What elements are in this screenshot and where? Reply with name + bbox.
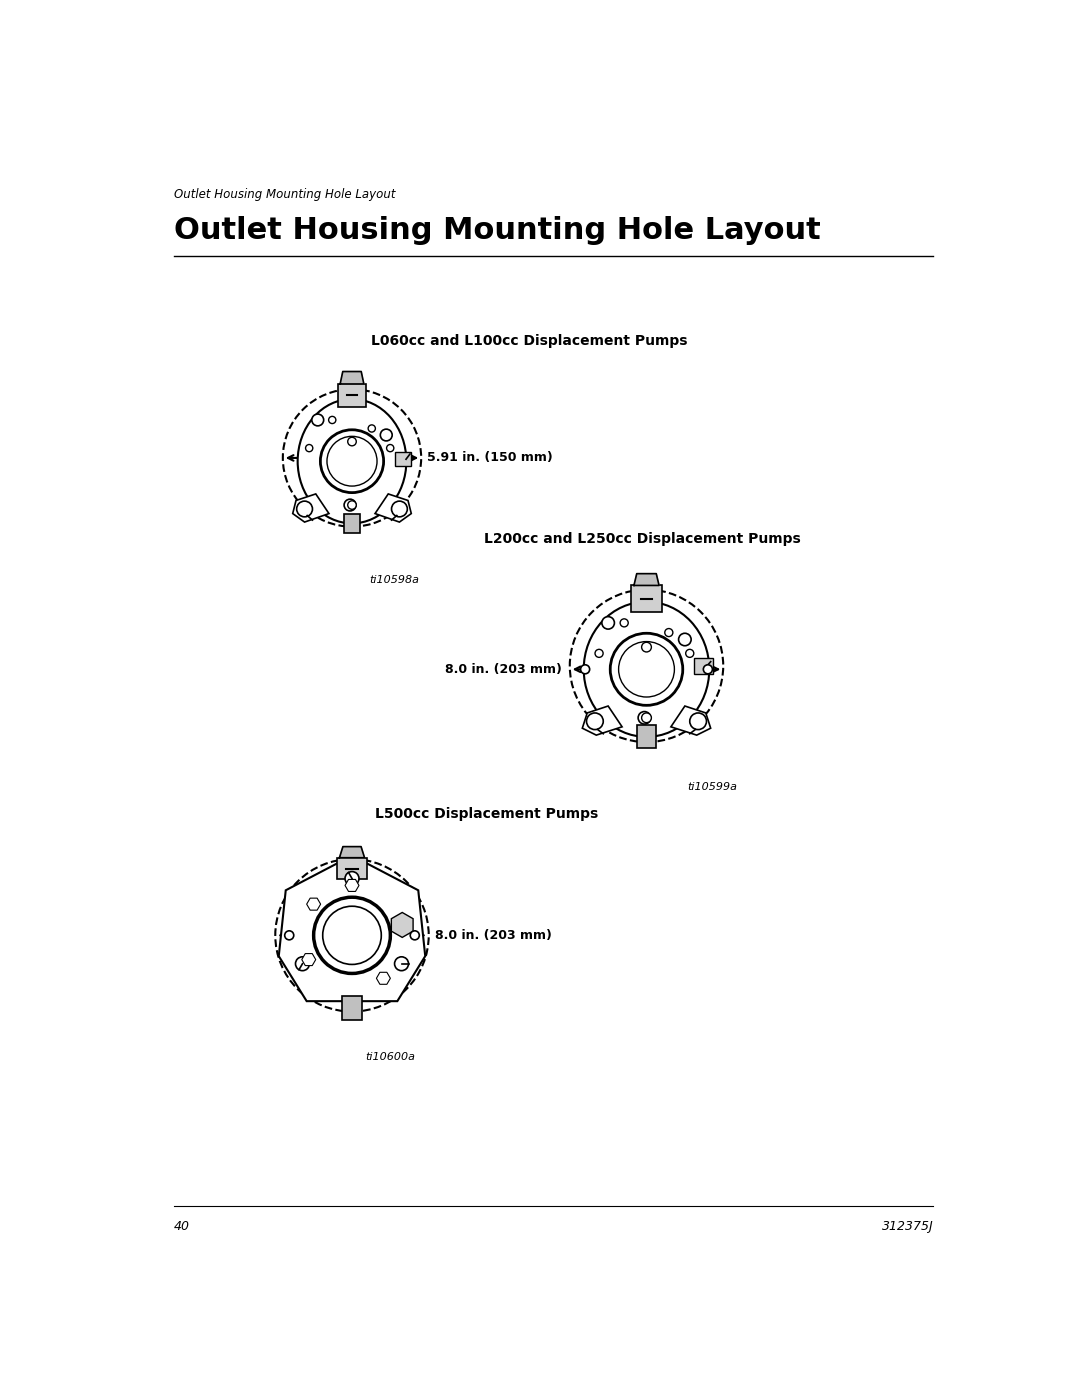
Circle shape xyxy=(610,633,683,705)
Circle shape xyxy=(328,416,336,423)
Circle shape xyxy=(602,616,615,629)
Circle shape xyxy=(394,957,408,971)
Circle shape xyxy=(678,633,691,645)
Polygon shape xyxy=(377,972,390,985)
Text: L500cc Displacement Pumps: L500cc Displacement Pumps xyxy=(375,806,598,820)
Bar xyxy=(637,725,656,747)
Text: 40: 40 xyxy=(174,1220,190,1234)
Circle shape xyxy=(392,502,407,517)
Circle shape xyxy=(348,437,356,446)
Text: ti10600a: ti10600a xyxy=(366,1052,416,1062)
Circle shape xyxy=(686,650,693,658)
Text: 8.0 in. (203 mm): 8.0 in. (203 mm) xyxy=(445,662,562,676)
Circle shape xyxy=(581,665,590,673)
Polygon shape xyxy=(301,954,315,965)
Circle shape xyxy=(297,502,312,517)
Ellipse shape xyxy=(298,400,406,524)
Text: Outlet Housing Mounting Hole Layout: Outlet Housing Mounting Hole Layout xyxy=(174,217,821,246)
Polygon shape xyxy=(279,855,426,1002)
Polygon shape xyxy=(293,495,329,522)
Circle shape xyxy=(313,897,390,974)
Circle shape xyxy=(345,872,359,886)
Text: L200cc and L250cc Displacement Pumps: L200cc and L250cc Displacement Pumps xyxy=(484,532,800,546)
Circle shape xyxy=(642,712,651,722)
Polygon shape xyxy=(671,705,711,735)
Bar xyxy=(345,514,360,534)
Circle shape xyxy=(348,500,356,510)
Polygon shape xyxy=(307,898,321,911)
Circle shape xyxy=(345,499,356,511)
Bar xyxy=(631,585,662,612)
Polygon shape xyxy=(375,495,411,522)
Bar xyxy=(395,453,411,467)
Circle shape xyxy=(586,712,604,729)
Text: 5.91 in. (150 mm): 5.91 in. (150 mm) xyxy=(428,451,553,464)
Bar xyxy=(338,384,366,407)
Circle shape xyxy=(690,712,706,729)
Polygon shape xyxy=(345,880,359,891)
Ellipse shape xyxy=(583,602,710,736)
Circle shape xyxy=(620,619,629,627)
Polygon shape xyxy=(340,372,364,384)
Circle shape xyxy=(380,429,392,441)
Text: 312375J: 312375J xyxy=(881,1220,933,1234)
Circle shape xyxy=(296,957,310,971)
Circle shape xyxy=(306,444,313,451)
Bar xyxy=(341,996,363,1020)
Circle shape xyxy=(368,425,376,432)
Bar xyxy=(694,658,714,675)
Text: ti10598a: ti10598a xyxy=(369,574,420,584)
Text: L060cc and L100cc Displacement Pumps: L060cc and L100cc Displacement Pumps xyxy=(372,334,688,348)
Circle shape xyxy=(638,711,650,724)
Circle shape xyxy=(285,930,294,940)
Polygon shape xyxy=(634,574,659,585)
Circle shape xyxy=(703,665,713,673)
Polygon shape xyxy=(339,847,365,858)
Text: ti10599a: ti10599a xyxy=(687,782,738,792)
Circle shape xyxy=(410,930,419,940)
Circle shape xyxy=(665,629,673,637)
Circle shape xyxy=(595,650,603,658)
Bar xyxy=(337,858,367,879)
Circle shape xyxy=(642,643,651,652)
Text: Outlet Housing Mounting Hole Layout: Outlet Housing Mounting Hole Layout xyxy=(174,189,395,201)
Text: 8.0 in. (203 mm): 8.0 in. (203 mm) xyxy=(435,929,552,942)
Polygon shape xyxy=(391,912,413,937)
Polygon shape xyxy=(582,705,622,735)
Circle shape xyxy=(312,414,324,426)
Circle shape xyxy=(321,430,383,493)
Circle shape xyxy=(387,444,394,451)
